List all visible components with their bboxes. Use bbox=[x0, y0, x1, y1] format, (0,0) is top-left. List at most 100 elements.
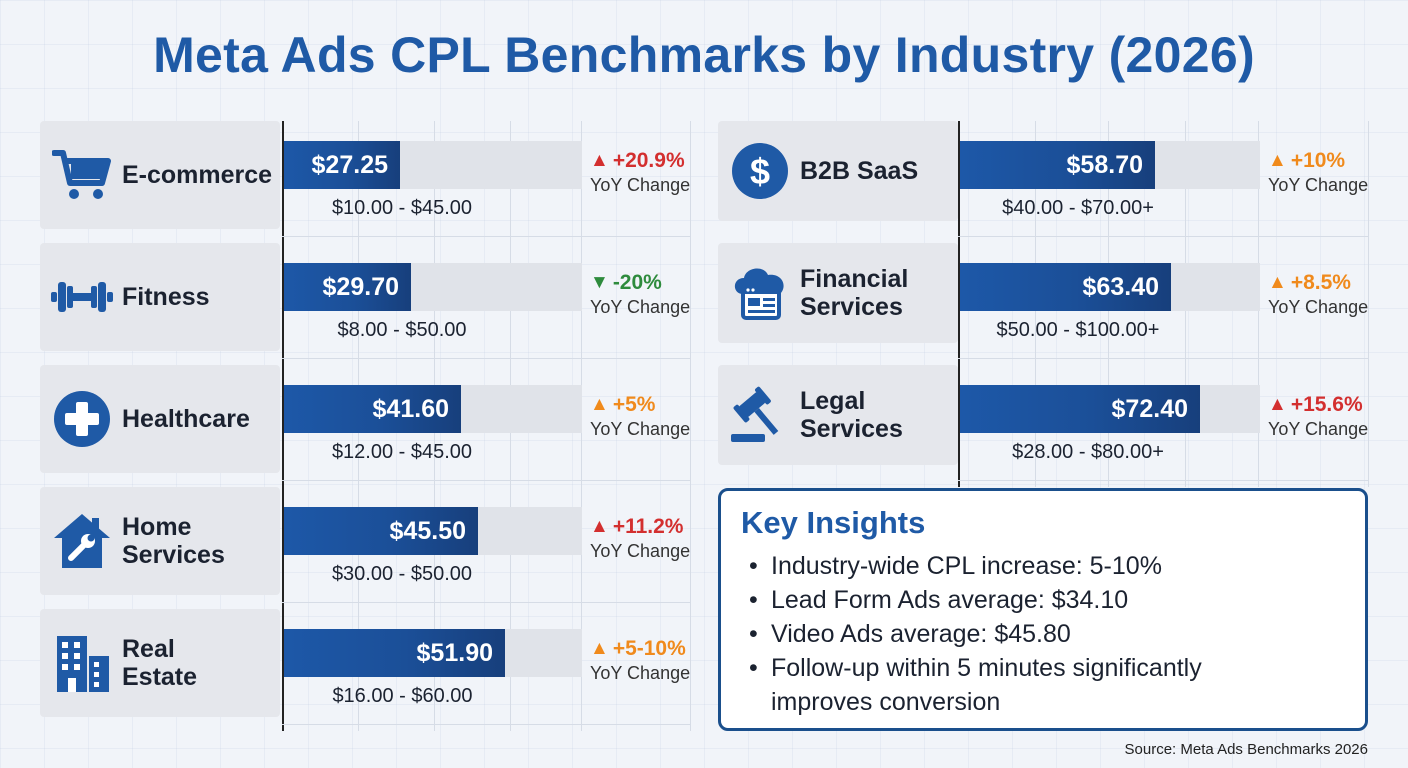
grid-line bbox=[1035, 121, 1036, 487]
industry-label-card bbox=[40, 243, 280, 351]
cloud-browser-icon bbox=[728, 243, 792, 343]
yoy-value-text: +8.5% bbox=[1290, 271, 1351, 294]
industry-name-line: Services bbox=[800, 415, 903, 443]
insight-item: Follow-up within 5 minutes significantly… bbox=[745, 651, 1305, 719]
bar-track bbox=[960, 263, 1260, 311]
bar-track bbox=[284, 141, 582, 189]
grid-line bbox=[690, 121, 691, 731]
yoy-change-value: ▲ +10% bbox=[1268, 149, 1345, 173]
industry-name: Financial Services bbox=[800, 265, 908, 321]
industry-name-line: Financial bbox=[800, 265, 909, 293]
bar-value-label: $58.70 bbox=[1066, 150, 1143, 179]
yoy-change-label: YoY Change bbox=[1268, 175, 1369, 195]
grid-line bbox=[581, 121, 582, 731]
yoy-value-text: +20.9% bbox=[612, 149, 685, 172]
industry-name-line: Healthcare bbox=[122, 405, 250, 433]
buildings-icon bbox=[50, 609, 114, 717]
industry-name-line: Estate bbox=[122, 663, 198, 691]
yoy-change-value: ▲ +5% bbox=[590, 393, 655, 417]
industry-name: Healthcare bbox=[122, 405, 250, 433]
industry-label-card bbox=[40, 121, 280, 229]
data-bar: $58.70 bbox=[960, 141, 1155, 189]
industry-name: Real Estate bbox=[122, 635, 197, 691]
row-separator bbox=[958, 358, 1368, 359]
industry-name-line: B2B SaaS bbox=[800, 157, 919, 185]
industry-label-card bbox=[40, 487, 280, 595]
range-label: $16.00 - $60.00 bbox=[332, 685, 473, 707]
range-label: $12.00 - $45.00 bbox=[331, 441, 473, 463]
bar-track bbox=[960, 141, 1260, 189]
yoy-change-label: YoY Change bbox=[590, 663, 691, 683]
range-label: $8.00 - $50.00 bbox=[337, 319, 467, 341]
house-wrench-icon bbox=[50, 487, 114, 595]
bar-value-label: $29.70 bbox=[322, 272, 399, 301]
yoy-change-value: ▲ +8.5% bbox=[1268, 271, 1351, 295]
yoy-change-label: YoY Change bbox=[590, 541, 691, 561]
industry-label-card bbox=[40, 609, 280, 717]
bar-value-label: $63.40 bbox=[1082, 272, 1159, 301]
yoy-value-text: +15.6% bbox=[1290, 393, 1363, 416]
industry-name-line: Services bbox=[122, 541, 225, 569]
bar-track bbox=[284, 507, 582, 555]
row-separator bbox=[958, 236, 1368, 237]
range-label: $30.00 - $50.00 bbox=[331, 563, 473, 585]
triangle-up-icon: ▲ bbox=[1268, 394, 1287, 415]
industry-name: Legal Services bbox=[800, 387, 903, 443]
row-separator bbox=[282, 602, 690, 603]
range-label: $28.00 - $80.00+ bbox=[1012, 441, 1164, 463]
industry-name: Fitness bbox=[122, 283, 210, 311]
insights-list: Industry-wide CPL increase: 5-10% Lead F… bbox=[745, 549, 1305, 719]
industry-name-line: E-commerce bbox=[122, 161, 273, 189]
yoy-change-value: ▲ +20.9% bbox=[590, 149, 685, 173]
industry-label-card bbox=[40, 365, 280, 473]
bar-track bbox=[284, 629, 582, 677]
grid-line bbox=[1258, 121, 1259, 487]
bar-value-label: $72.40 bbox=[1111, 394, 1188, 423]
industry-name-line: Real bbox=[122, 635, 175, 663]
grid-line bbox=[1368, 121, 1369, 487]
industry-name-line: Fitness bbox=[122, 283, 210, 311]
dollar-circle-icon: $ bbox=[728, 121, 792, 221]
grid-line bbox=[1185, 121, 1186, 487]
yoy-change-label: YoY Change bbox=[590, 297, 691, 317]
data-bar: $63.40 bbox=[960, 263, 1171, 311]
bar-track bbox=[284, 263, 582, 311]
industry-name: B2B SaaS bbox=[800, 157, 918, 185]
data-bar: $72.40 bbox=[960, 385, 1200, 433]
yoy-change-label: YoY Change bbox=[1268, 419, 1369, 439]
data-bar: $45.50 bbox=[284, 507, 478, 555]
industry-label-card bbox=[718, 121, 958, 221]
bar-track bbox=[960, 385, 1260, 433]
grid-line bbox=[1108, 121, 1109, 487]
grid-line bbox=[510, 121, 511, 731]
triangle-down-icon: ▼ bbox=[590, 272, 609, 293]
row-separator bbox=[282, 236, 690, 237]
industry-name-line: Home bbox=[122, 513, 192, 541]
industry-name: E-commerce bbox=[122, 161, 272, 189]
industry-name: Home Services bbox=[122, 513, 225, 569]
yoy-change-value: ▲ +5-10% bbox=[590, 637, 686, 661]
range-label: $40.00 - $70.00+ bbox=[1002, 197, 1154, 219]
insight-item: Industry-wide CPL increase: 5-10% bbox=[745, 549, 1305, 583]
svg-text:$: $ bbox=[750, 151, 770, 192]
yoy-value-text: +11.2% bbox=[612, 515, 684, 538]
insight-item: Video Ads average: $45.80 bbox=[745, 617, 1305, 651]
shopping-cart-icon bbox=[50, 121, 114, 229]
data-bar: $51.90 bbox=[284, 629, 505, 677]
insights-title: Key Insights bbox=[741, 505, 926, 540]
bar-value-label: $41.60 bbox=[372, 394, 449, 423]
triangle-up-icon: ▲ bbox=[1268, 150, 1287, 171]
bar-value-label: $27.25 bbox=[311, 150, 388, 179]
page-title: Meta Ads CPL Benchmarks by Industry (202… bbox=[153, 27, 1255, 83]
yoy-change-value: ▲ +11.2% bbox=[590, 515, 683, 539]
gavel-icon bbox=[728, 365, 792, 465]
row-separator bbox=[282, 480, 690, 481]
industry-label-card bbox=[718, 243, 958, 343]
yoy-change-label: YoY Change bbox=[590, 175, 691, 195]
yoy-change-value: ▼ -20% bbox=[590, 271, 662, 295]
industry-label-card bbox=[718, 365, 958, 465]
dumbbell-icon bbox=[50, 243, 114, 351]
yoy-value-text: -20% bbox=[612, 271, 662, 294]
yoy-value-text: +5-10% bbox=[612, 637, 686, 660]
range-label: $50.00 - $100.00+ bbox=[996, 319, 1160, 341]
